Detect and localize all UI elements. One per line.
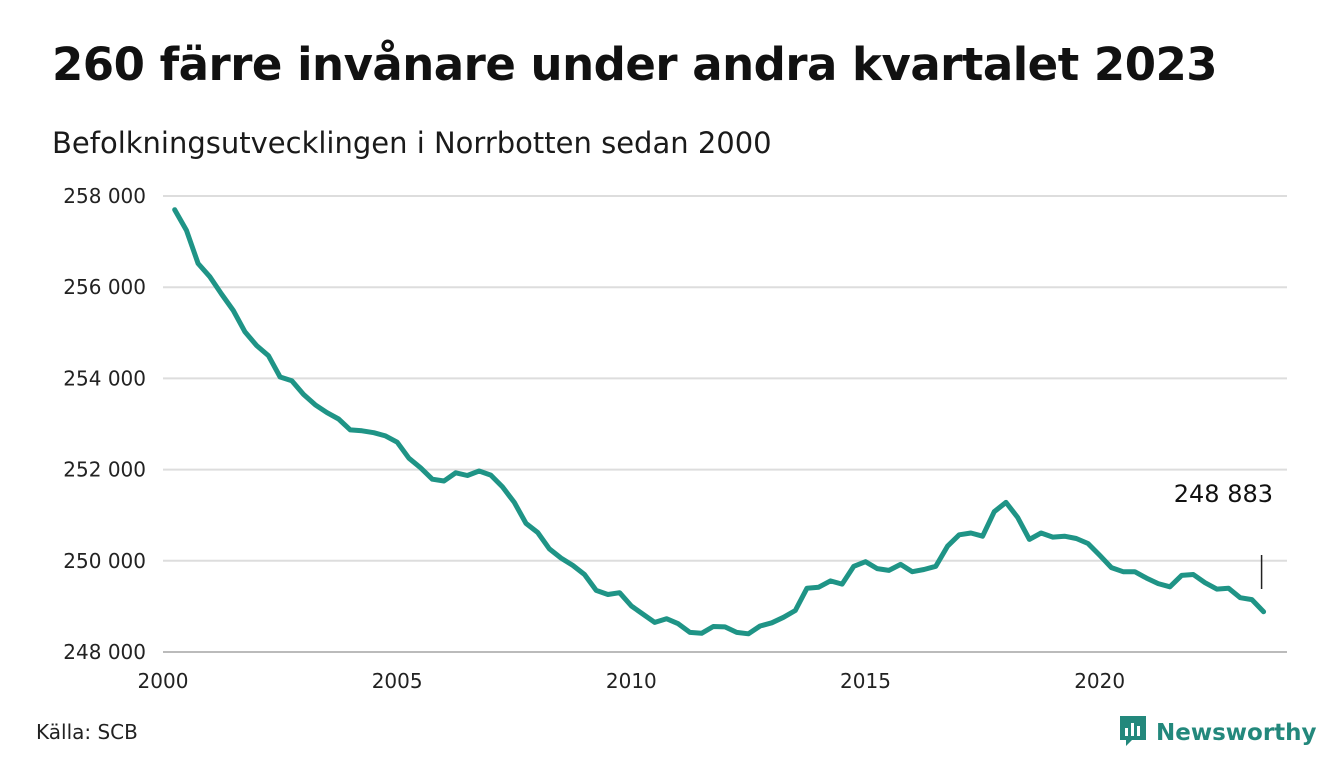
series-line	[172, 207, 1267, 637]
x-tick-label: 2010	[606, 669, 657, 693]
x-axis-ticks: 2000 2005 2010 2015 2020	[138, 669, 1126, 693]
chart-subtitle: Befolkningsutvecklingen i Norrbotten sed…	[52, 126, 772, 160]
y-tick-label: 252 000	[63, 458, 146, 482]
chart-title: 260 färre invånare under andra kvartalet…	[52, 38, 1218, 91]
y-tick-label: 250 000	[63, 549, 146, 573]
grid-lines	[163, 195, 1287, 653]
annotation-label: 248 883	[1174, 480, 1273, 508]
y-tick-label: 256 000	[63, 275, 146, 299]
x-tick-label: 2000	[138, 669, 189, 693]
annotation-layer: 248 883	[1174, 480, 1273, 589]
brand-name: Newsworthy	[1156, 720, 1317, 746]
y-tick-label: 258 000	[63, 184, 146, 208]
brand-logo[interactable]: Newsworthy	[1118, 714, 1317, 752]
x-tick-label: 2015	[840, 669, 891, 693]
y-tick-label: 254 000	[63, 366, 146, 390]
x-tick-label: 2020	[1074, 669, 1125, 693]
y-tick-label: 248 000	[63, 640, 146, 664]
y-axis-ticks: 258 000 256 000 254 000 252 000 250 000 248 0…	[63, 184, 146, 664]
source-note: Källa: SCB	[36, 720, 138, 744]
x-tick-label: 2005	[372, 669, 423, 693]
series-layer	[172, 207, 1267, 637]
newsworthy-logo-icon	[1118, 714, 1148, 752]
